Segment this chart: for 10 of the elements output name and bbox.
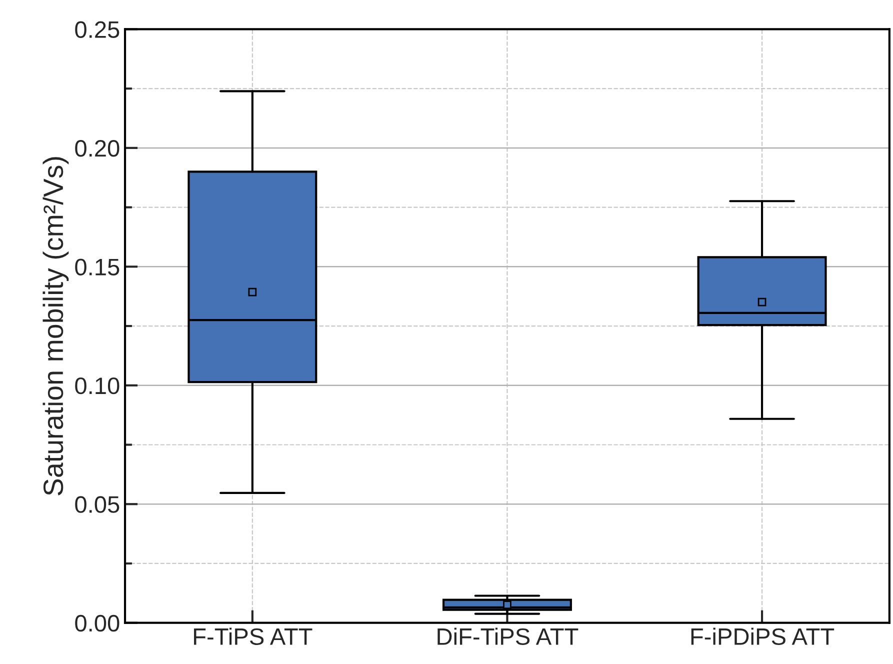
y-tick-label: 0.05 xyxy=(75,496,120,513)
y-axis-title: Saturation mobility (cm²/Vs) xyxy=(42,157,69,496)
y-tick-label: 0.00 xyxy=(75,614,120,632)
x-tick-label: F-iPDiPS ATT xyxy=(691,628,834,646)
y-tick-label: 0.15 xyxy=(75,258,120,276)
y-tick-label: 0.25 xyxy=(75,21,120,38)
y-tick-label: 0.10 xyxy=(75,377,120,394)
y-tick-label: 0.20 xyxy=(75,140,120,157)
x-tick-label: DiF-TiPS ATT xyxy=(438,628,578,646)
x-tick-label: F-TiPS ATT xyxy=(194,628,312,646)
